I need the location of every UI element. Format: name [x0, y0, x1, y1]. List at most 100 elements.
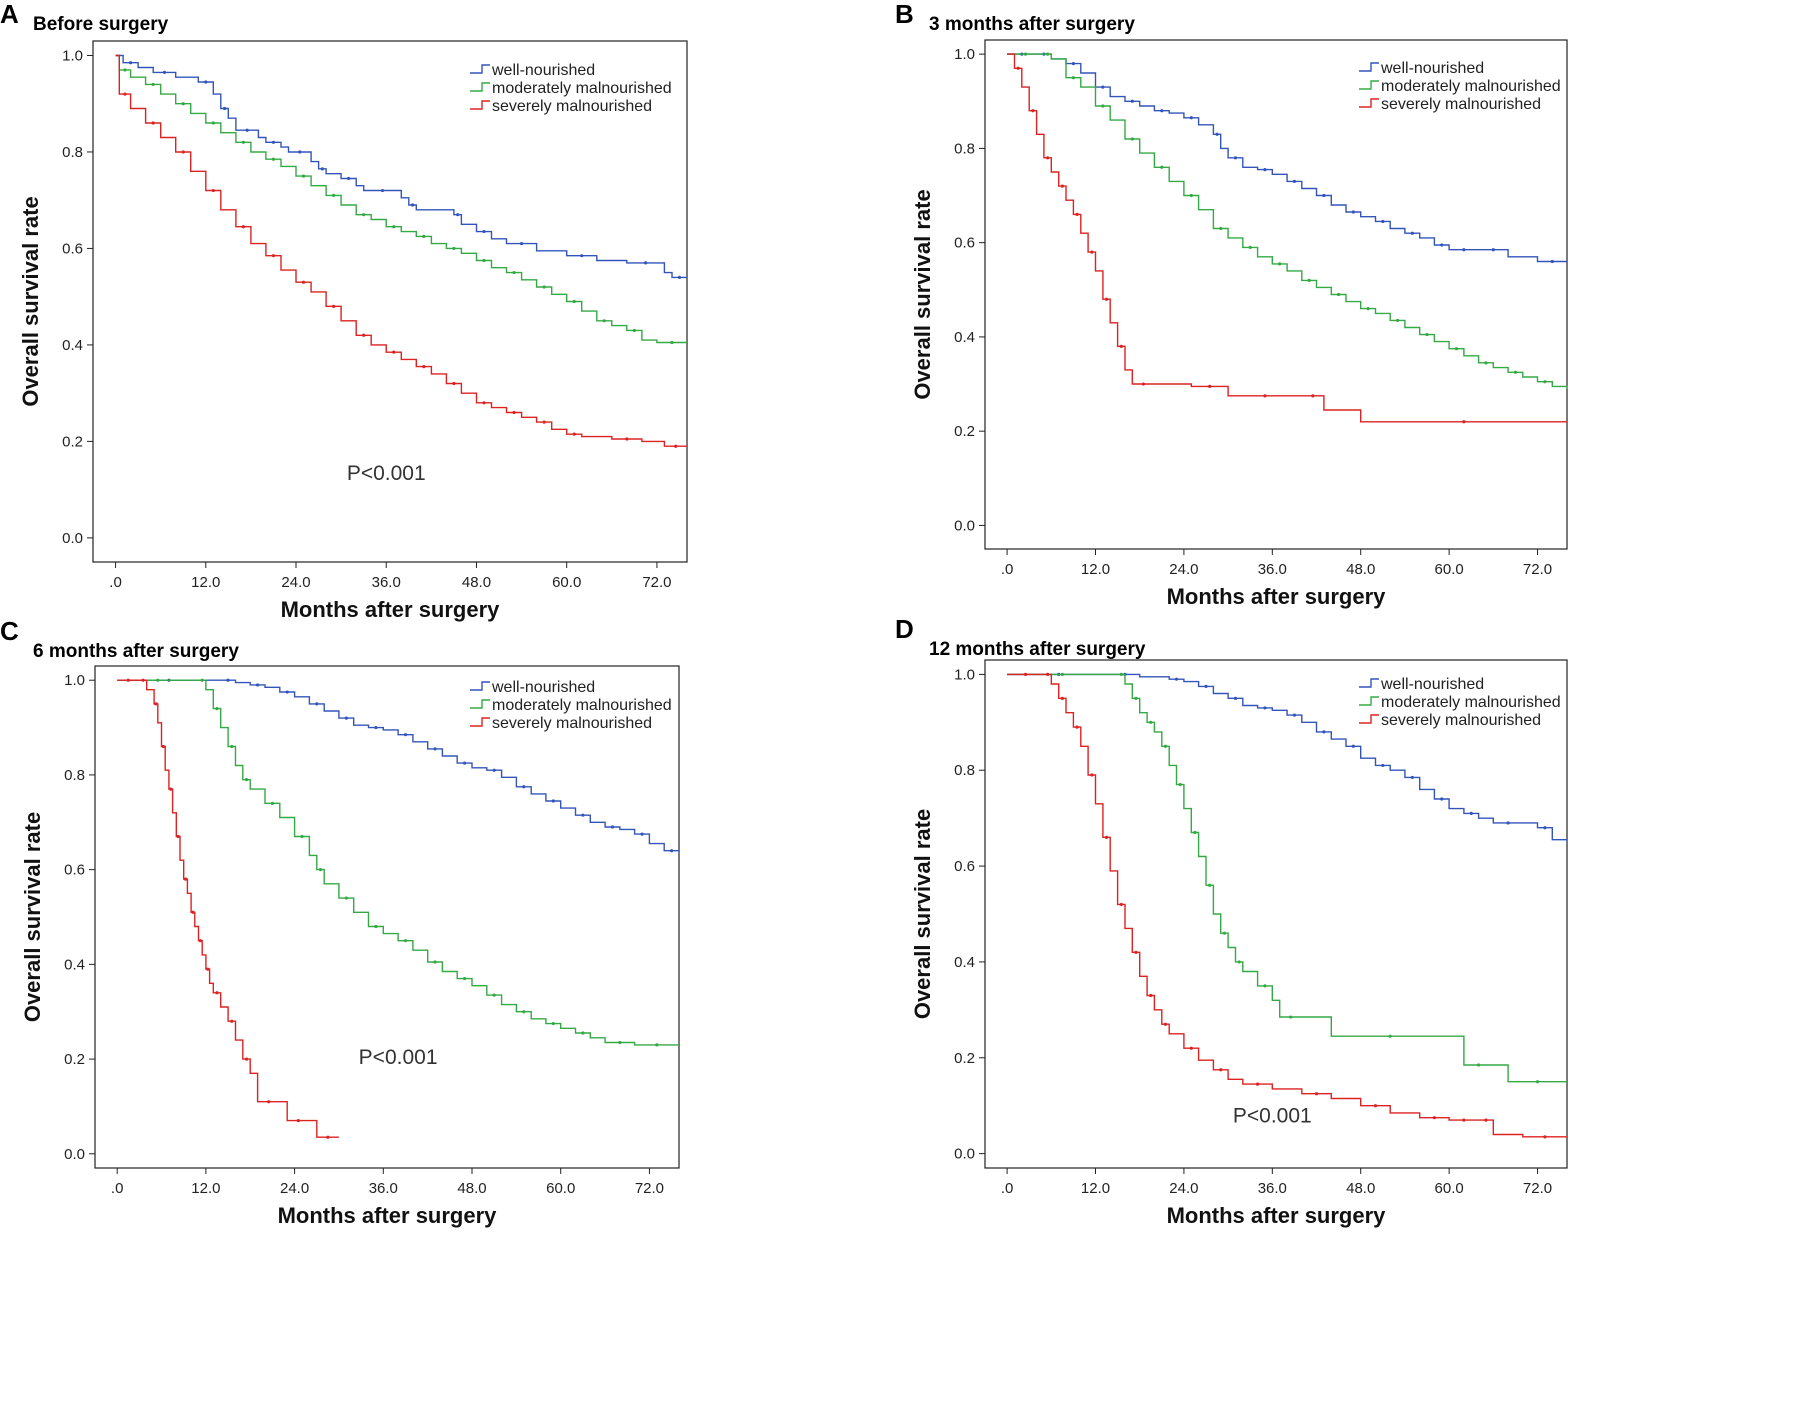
chart-a-xtick-label: 72.0 [642, 574, 671, 591]
chart-b-censor-mark-well-nourished [1440, 243, 1444, 247]
chart-b-censor-mark-severely-malnourished [1031, 109, 1035, 113]
chart-a-censor-mark-moderately-malnourished [362, 213, 366, 217]
chart-d-censor-mark-moderately-malnourished [1237, 960, 1241, 964]
chart-d-censor-mark-severely-malnourished [1060, 696, 1064, 700]
chart-d-censor-mark-severely-malnourished [1090, 773, 1094, 777]
chart-b-ytick-label: 1.0 [954, 46, 975, 63]
chart-b: B 3 months after surgery 0.0 0.2 0.4 0.6 0.8 1.… [895, 0, 1568, 609]
chart-b-legend-swatch-moderately-malnourished [1359, 80, 1379, 90]
chart-b-ytick-label: 0.4 [954, 329, 975, 346]
chart-c-series-well-nourished [117, 679, 680, 854]
chart-a-censor-mark-moderately-malnourished [241, 140, 245, 144]
chart-d-xtick-label: 36.0 [1258, 1180, 1287, 1197]
chart-b-censor-mark-moderately-malnourished [1337, 292, 1341, 297]
chart-c-censor-mark-well-nourished [551, 799, 555, 803]
chart-d-series-severely-malnourished [1007, 673, 1567, 1138]
chart-d-censor-mark-severely-malnourished [1255, 1082, 1260, 1086]
chart-d-censor-mark-moderately-malnourished [1134, 696, 1138, 700]
chart-a-x-axis-title: Months after surgery [281, 597, 501, 622]
chart-d-censor-mark-moderately-malnourished [1178, 783, 1182, 787]
chart-c-censor-mark-well-nourished [522, 785, 526, 789]
chart-d-censor-mark-moderately-malnourished [1388, 1034, 1392, 1038]
chart-d-censor-mark-severely-malnourished [1373, 1104, 1378, 1108]
chart-b-ytick-label: 0.2 [954, 423, 975, 440]
chart-b-censor-mark-well-nourished [1263, 168, 1267, 172]
chart-b-legend-swatch-severely-malnourished [1359, 98, 1379, 108]
chart-b-censor-mark-severely-malnourished [1462, 420, 1466, 424]
chart-d-censor-mark-severely-malnourished [1462, 1118, 1466, 1122]
chart-a-legend-label-severely-malnourished: severely malnourished [492, 98, 652, 115]
chart-d-censor-mark-well-nourished [1543, 826, 1547, 830]
chart-a-censor-mark-moderately-malnourished [542, 285, 546, 289]
chart-b-censor-mark-moderately-malnourished [1307, 278, 1311, 282]
chart-a-censor-mark-severely-malnourished [241, 225, 245, 229]
chart-a-xtick-label: 60.0 [552, 574, 581, 591]
chart-d-censor-mark-moderately-malnourished [1289, 1015, 1293, 1019]
chart-a-ytick-label: 0.6 [62, 240, 83, 257]
chart-b-censor-mark-moderately-malnourished [1046, 52, 1050, 56]
chart-d-xtick-label: 24.0 [1169, 1180, 1198, 1197]
chart-a-censor-mark-well-nourished [482, 229, 486, 234]
chart-d-censor-mark-well-nourished [1351, 744, 1355, 748]
chart-d-censor-mark-moderately-malnourished [1119, 672, 1123, 676]
chart-b-censor-mark-well-nourished [1160, 109, 1164, 113]
chart-d-ytick-label: 0.8 [954, 762, 975, 779]
chart-b-censor-mark-moderately-malnourished [1543, 380, 1547, 384]
chart-c-censor-mark-well-nourished [403, 733, 408, 737]
chart-d-censor-mark-well-nourished [1233, 696, 1238, 700]
chart-d-censor-mark-well-nourished [1322, 730, 1326, 734]
chart-a-censor-mark-well-nourished [204, 80, 208, 84]
chart-c-censor-mark-moderately-malnourished [403, 939, 408, 943]
chart-a-censor-mark-severely-malnourished [625, 437, 629, 441]
chart-d-legend-swatch-moderately-malnourished [1359, 696, 1379, 706]
chart-c-censor-mark-well-nourished [492, 768, 496, 772]
chart-c-censor-mark-well-nourished [344, 716, 348, 720]
chart-c-panel-letter: C [0, 616, 19, 646]
chart-d-censor-mark-severely-malnourished [1163, 1022, 1168, 1026]
chart-a-censor-mark-well-nourished [677, 275, 682, 279]
chart-c-title: 6 months after surgery [33, 641, 239, 662]
chart-b-xtick-label: 36.0 [1258, 561, 1287, 578]
chart-a-censor-mark-severely-malnourished [271, 254, 276, 258]
chart-d-censor-mark-moderately-malnourished [1476, 1063, 1481, 1067]
chart-c-ytick-label: 0.8 [64, 767, 85, 784]
chart-c-xtick-label: 24.0 [280, 1180, 309, 1197]
chart-a-censor-mark-severely-malnourished [674, 444, 678, 448]
chart-d-censor-mark-severely-malnourished [1189, 1046, 1193, 1050]
chart-d-censor-mark-well-nourished [1440, 797, 1444, 801]
chart-d-ytick-label: 1.0 [954, 666, 975, 683]
chart-d-censor-mark-severely-malnourished [1219, 1068, 1223, 1072]
chart-c-ytick-label: 1.0 [64, 672, 85, 689]
chart-b-xtick-label: 72.0 [1523, 561, 1552, 578]
chart-a-censor-mark-well-nourished [222, 106, 227, 111]
chart-b-censor-mark-severely-malnourished [1208, 384, 1212, 389]
chart-b-censor-mark-severely-malnourished [1311, 394, 1315, 398]
chart-d-legend-label-moderately-malnourished: moderately malnourished [1381, 694, 1561, 711]
chart-a-xtick-label: .0 [109, 574, 122, 591]
panel-d: D 12 months after surgery 0.0 0.2 0.4 0.6 0.8 1… [895, 614, 1802, 1323]
chart-c-censor-mark-moderately-malnourished [522, 1010, 526, 1014]
chart-d-censor-mark-severely-malnourished [1543, 1135, 1547, 1139]
chart-d-series-moderately-malnourished [1007, 673, 1567, 1083]
chart-a-censor-mark-moderately-malnourished [151, 82, 155, 87]
chart-b-censor-mark-moderately-malnourished [1395, 318, 1400, 323]
chart-a-censor-mark-moderately-malnourished [332, 193, 336, 197]
chart-a-censor-mark-moderately-malnourished [482, 258, 486, 263]
chart-c-censor-mark-moderately-malnourished [581, 1031, 585, 1035]
chart-c-censor-mark-moderately-malnourished [433, 960, 437, 964]
chart-a-censor-mark-severely-malnourished [512, 410, 516, 415]
chart-c-censor-mark-moderately-malnourished [492, 993, 496, 997]
chart-a-censor-mark-severely-malnourished [422, 365, 426, 369]
chart-d-xtick-label: 72.0 [1523, 1180, 1552, 1197]
chart-c-censor-mark-severely-malnourished [206, 967, 210, 971]
chart-b-xtick-label: 24.0 [1169, 561, 1198, 578]
chart-b-censor-mark-moderately-malnourished [1248, 245, 1252, 249]
chart-b-censor-mark-moderately-malnourished [1454, 347, 1459, 351]
chart-b-censor-mark-well-nourished [1215, 132, 1219, 136]
chart-b-legend-label-severely-malnourished: severely malnourished [1381, 96, 1541, 113]
chart-c-censor-mark-well-nourished [226, 678, 230, 682]
chart-b-censor-mark-moderately-malnourished [1023, 52, 1028, 56]
chart-a-censor-mark-severely-malnourished [392, 350, 396, 354]
chart-c-xtick-label: 36.0 [369, 1180, 398, 1197]
chart-c-censor-mark-severely-malnourished [244, 1057, 249, 1061]
